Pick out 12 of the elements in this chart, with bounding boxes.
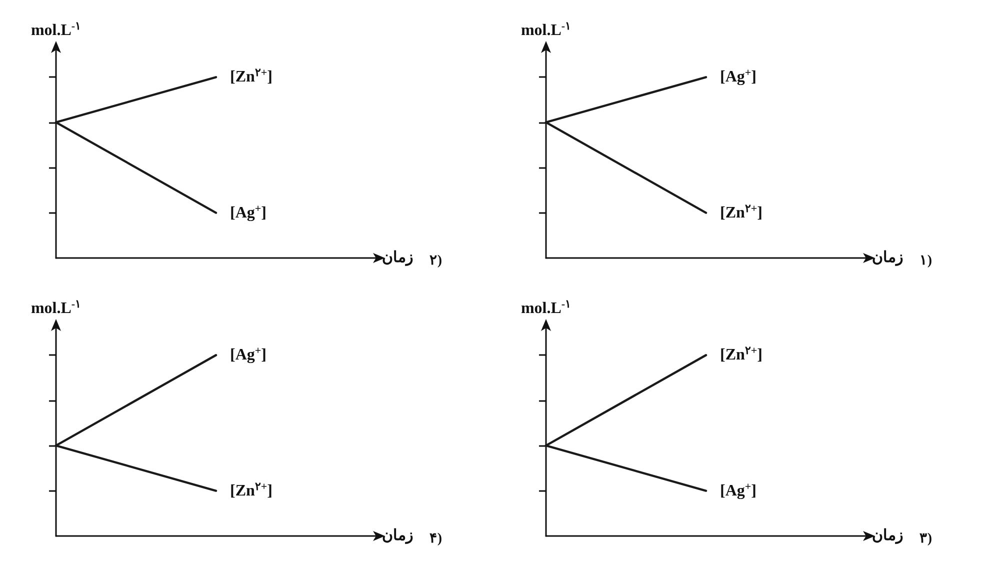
series-label: [Ag+] <box>720 67 756 86</box>
text: ۲) <box>429 254 442 268</box>
series-label: [Ag+] <box>230 202 266 222</box>
text: ۱) <box>919 254 932 268</box>
x-axis-title: زمان <box>872 528 903 544</box>
series-label: [Ag+] <box>720 480 756 500</box>
x-axis-title: زمان <box>382 250 413 266</box>
x-axis-title: زمان <box>872 250 903 266</box>
text: ۴) <box>429 532 442 546</box>
text: ۳) <box>919 532 932 546</box>
x-axis-title: زمان <box>382 528 413 544</box>
series-label: [Ag+] <box>230 345 266 364</box>
